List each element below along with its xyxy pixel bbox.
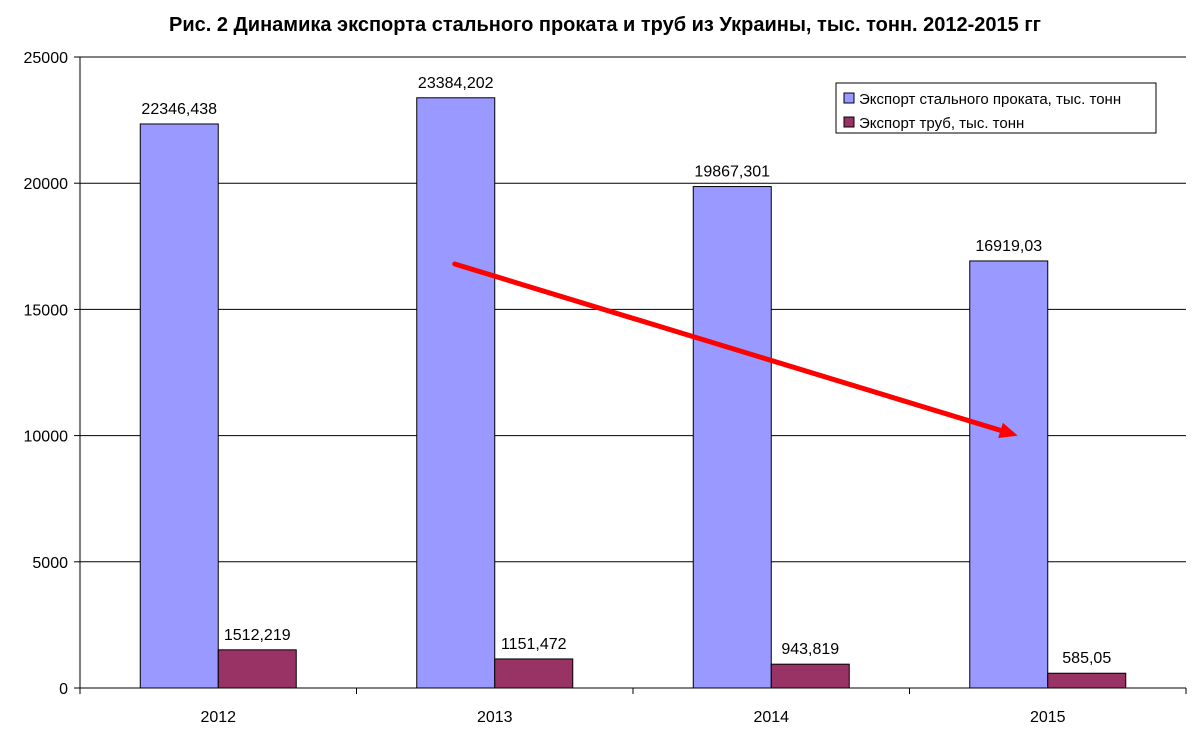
trend-arrow [452, 261, 1018, 439]
x-tick-label: 2015 [1030, 709, 1066, 726]
data-label: 19867,301 [694, 164, 770, 181]
bar [969, 260, 1049, 689]
y-tick-label: 15000 [24, 302, 69, 319]
data-label: 1512,219 [224, 627, 291, 644]
y-tick-label: 0 [59, 681, 68, 698]
bar [139, 123, 219, 689]
trend-arrow-head [998, 422, 1018, 439]
data-label: 943,819 [781, 641, 839, 658]
bar [494, 658, 574, 689]
data-label: 23384,202 [418, 75, 494, 92]
bar [416, 97, 496, 689]
bar [692, 186, 772, 689]
bar [770, 663, 850, 689]
y-tick-label: 10000 [24, 429, 69, 446]
x-tick-label: 2014 [753, 709, 789, 726]
x-tick-label: 2013 [477, 709, 513, 726]
legend-swatch [843, 92, 855, 104]
y-tick-label: 25000 [24, 50, 69, 67]
legend-label: Экспорт труб, тыс. тонн [859, 115, 1024, 132]
data-label: 1151,472 [501, 636, 567, 653]
y-tick-label: 5000 [32, 555, 68, 572]
bar [217, 649, 297, 689]
bar [1047, 672, 1127, 689]
data-labels: 22346,438 1512,219 23384,202 1151,472 19867,… [141, 75, 1111, 667]
data-label: 22346,438 [141, 101, 217, 118]
legend: Экспорт стального проката, тыс. тонн Эксп… [835, 82, 1157, 134]
bars [139, 97, 1127, 689]
legend-box [835, 82, 1157, 134]
y-tick-label: 20000 [24, 176, 69, 193]
chart-title: Рис. 2 Динамика экспорта стального прока… [169, 14, 1041, 36]
trend-arrow-shaft [452, 261, 1004, 433]
legend-label: Экспорт стального проката, тыс. тонн [859, 91, 1121, 108]
data-label: 16919,03 [975, 238, 1042, 255]
legend-swatch [843, 116, 855, 128]
x-tick-label: 2012 [200, 709, 236, 726]
data-label: 585,05 [1062, 650, 1111, 667]
